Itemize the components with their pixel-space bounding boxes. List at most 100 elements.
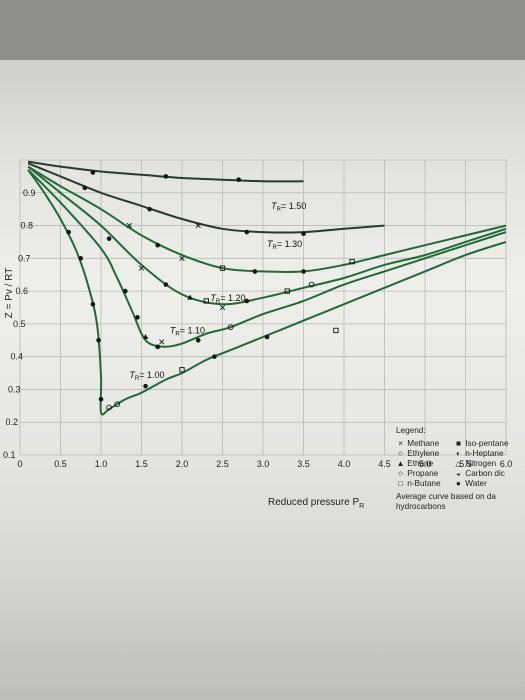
x-tick-label: 3.0: [257, 459, 270, 469]
data-point-dot: [155, 242, 160, 248]
data-point-cross: [138, 265, 145, 271]
data-point-dot: [78, 256, 84, 261]
legend-marker-icon: △: [455, 459, 462, 468]
data-point-dot: [90, 301, 96, 307]
x-tick-label: 2.0: [176, 459, 189, 469]
data-point-dot: [123, 288, 128, 294]
compressibility-chart: 0 0.5 1.0 1.5 2.0 2.5 3.0 3.5 4.0 4.5 5.0 5.5 6.0 0.…: [3, 159, 512, 510]
legend-entry: □ n-Butane: [396, 479, 454, 489]
x-tick-label: 0.5: [54, 459, 67, 469]
x-tick-label: 4.5: [378, 459, 391, 469]
legend-marker-icon: ○: [398, 449, 403, 458]
legend-entry: ▲ Ethane: [396, 459, 454, 469]
curve-line: [27, 165, 507, 306]
y-axis-title: Z = Pv / RT: [4, 268, 15, 319]
legend-marker-icon: □: [398, 479, 403, 488]
data-point-dot: [236, 177, 241, 182]
data-point-triangle: [142, 334, 149, 339]
data-point-cross: [219, 304, 226, 311]
grid-lines: [19, 159, 507, 456]
data-point-square: [219, 265, 226, 271]
x-tick-label: 4.0: [338, 459, 351, 469]
data-point-dot: [244, 229, 250, 235]
legend: Legend: × Methane ■ Iso-pentane ○ Ethylene…: [396, 426, 525, 512]
legend-marker-icon: ▲: [396, 459, 405, 468]
data-point-dot: [301, 231, 306, 237]
data-point-dot: [301, 269, 306, 274]
curve-labels: TR= 1.00 TR= 1.10 TR= 1.20 TR= 1.30 TR= 1.50: [129, 201, 306, 382]
x-tick-label: 3.5: [297, 459, 310, 469]
legend-note: Average curve based on da hydrocarbons: [396, 492, 496, 511]
data-point-dot: [252, 269, 258, 274]
data-point-square: [284, 288, 290, 294]
data-point-circle: [308, 281, 315, 288]
data-point-dot: [163, 174, 169, 179]
data-point-square: [179, 367, 185, 373]
data-point-dot: [244, 298, 250, 304]
x-tick-label: 1.0: [95, 459, 108, 469]
legend-marker-icon: ●: [456, 479, 461, 488]
curve-line: [27, 169, 507, 348]
y-tick-label: 0.1: [3, 450, 16, 460]
legend-title: Legend:: [396, 426, 426, 435]
legend-entry-label: Nitrogen: [463, 459, 497, 468]
curve-group: [27, 160, 507, 416]
curve-label: TR= 1.50: [271, 201, 306, 213]
x-tick-label: 1.5: [135, 459, 148, 469]
x-axis-title: Reduced pressure PR: [268, 497, 364, 510]
x-tick-label: 5.5: [459, 459, 472, 469]
data-point-dot: [264, 334, 270, 340]
legend-entry: ◒ Carbon dic: [454, 469, 525, 479]
data-point-dot: [195, 337, 201, 343]
legend-entry-label: Ethane: [405, 459, 434, 468]
x-axis-title-subscript: R: [359, 503, 364, 510]
x-tick-label: 5.0: [419, 459, 432, 469]
y-tick-labels: 0.1 0.2 0.3 0.4 0.5 0.6 0.7 0.8 0.9: [3, 188, 36, 460]
curve-label: TR= 1.20: [210, 293, 245, 305]
legend-entry-label: Methane: [405, 439, 440, 448]
x-tick-label: 0: [17, 459, 22, 469]
data-point-cross: [179, 255, 185, 261]
curve-label: TR= 1.00: [129, 370, 164, 382]
legend-entry-label: Carbon dic: [463, 469, 505, 478]
curve-label: TR= 1.30: [267, 239, 302, 251]
data-point-triangle: [187, 294, 193, 300]
legend-marker-icon: ■: [456, 439, 461, 448]
curve-line: [27, 162, 385, 234]
data-point-circle: [227, 324, 234, 331]
data-point-group: [66, 170, 355, 411]
legend-entry-label: Iso-pentane: [463, 439, 509, 448]
data-point-dot: [82, 185, 88, 191]
legend-entry: ◐ n-Heptane: [454, 449, 525, 459]
x-tick-label: 6.0: [500, 459, 513, 469]
y-tick-label: 0.4: [11, 352, 24, 362]
data-point-cross: [159, 339, 165, 345]
curve-line: [27, 160, 304, 183]
data-point-square: [333, 327, 339, 334]
data-point-dot: [212, 354, 217, 359]
data-point-square: [203, 298, 209, 304]
legend-marker-icon: ◒: [456, 469, 461, 478]
x-tick-label: 2.5: [216, 459, 229, 469]
data-point-cross: [126, 222, 132, 229]
legend-marker-icon: ×: [398, 439, 403, 448]
data-point-square: [349, 258, 355, 265]
legend-entry-label: Propane: [405, 469, 439, 478]
data-point-dot: [163, 282, 169, 287]
data-point-dot: [135, 315, 140, 320]
data-point-dot: [96, 337, 101, 343]
data-point-dot: [143, 383, 148, 389]
legend-marker-icon: ◐: [456, 449, 461, 458]
data-point-cross: [195, 222, 201, 229]
y-tick-label: 0.8: [21, 221, 34, 231]
y-tick-label: 0.5: [13, 319, 26, 329]
y-tick-label: 0.3: [8, 384, 21, 394]
x-tick-labels: 0 0.5 1.0 1.5 2.0 2.5 3.0 3.5 4.0 4.5 5.0 5.5 6.0: [17, 459, 512, 469]
curve-line: [27, 165, 507, 274]
data-point-dot: [106, 236, 112, 241]
legend-entry: △ Nitrogen: [454, 459, 525, 469]
x-axis-title-main: Reduced pressure P: [268, 497, 359, 508]
legend-entry-label: Water: [463, 479, 487, 488]
legend-entry-label: n-Butane: [405, 479, 441, 488]
